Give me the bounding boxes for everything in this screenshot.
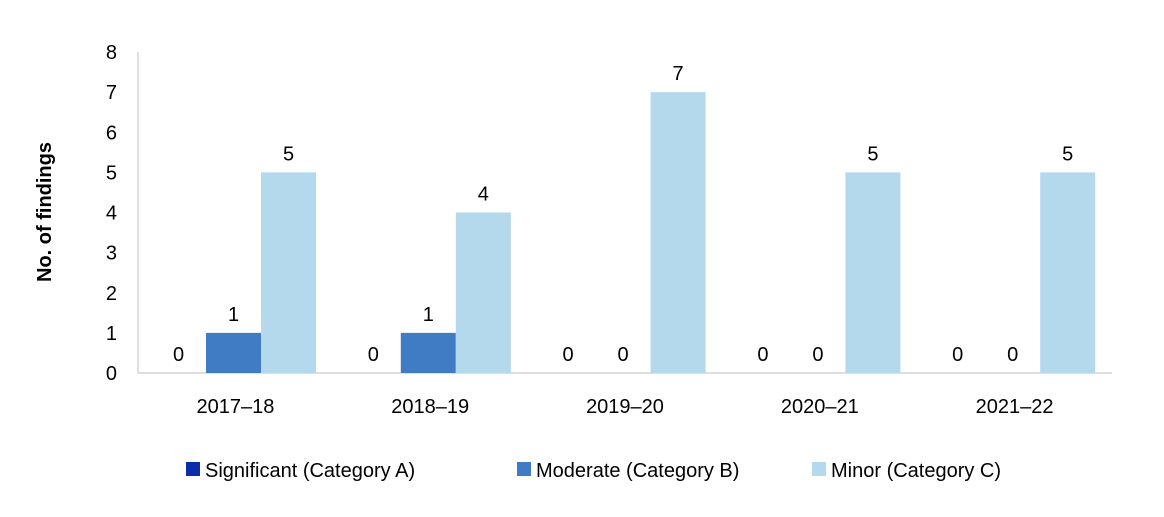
bar [455, 212, 511, 373]
data-label: 0 [812, 344, 823, 366]
y-tick-label: 3 [106, 243, 117, 265]
data-label: 5 [867, 143, 878, 165]
data-label: 1 [423, 304, 434, 326]
x-tick-label: 2018–19 [391, 396, 469, 418]
legend-swatch [517, 462, 531, 476]
y-tick-label: 5 [106, 162, 117, 184]
x-tick-label: 2020–21 [781, 396, 859, 418]
bar [261, 172, 316, 373]
legend-label: Moderate (Category B) [536, 460, 739, 482]
bar [400, 332, 456, 373]
bar [650, 92, 706, 373]
data-label: 0 [368, 344, 379, 366]
data-label: 0 [757, 344, 768, 366]
bars [206, 92, 1096, 373]
data-label: 1 [228, 304, 239, 326]
data-label: 0 [952, 344, 963, 366]
legend-label: Significant (Category A) [205, 460, 415, 482]
legend-label: Minor (Category C) [831, 460, 1001, 482]
bar [845, 172, 901, 373]
y-tick-label: 6 [106, 122, 117, 144]
bar [1040, 172, 1096, 373]
data-label: 7 [673, 63, 684, 85]
y-tick-label: 0 [106, 363, 117, 385]
y-tick-label: 1 [106, 323, 117, 345]
legend-swatch [812, 462, 826, 476]
data-label: 4 [478, 184, 489, 206]
data-label: 5 [1062, 143, 1073, 165]
x-tick-label: 2019–20 [586, 396, 664, 418]
data-label: 0 [173, 344, 184, 366]
y-tick-label: 7 [106, 82, 117, 104]
x-axis-ticks: 2017–18 2018–19 2019–20 2020–21 2021–22 [196, 396, 1053, 418]
data-label: 0 [563, 344, 574, 366]
bar [206, 332, 261, 373]
y-axis-label: No. of findings [34, 142, 56, 282]
data-label: 0 [1007, 344, 1018, 366]
legend: Significant (Category A) Moderate (Catego… [186, 460, 1001, 482]
x-tick-label: 2021–22 [976, 396, 1054, 418]
legend-swatch [186, 462, 200, 476]
y-axis-ticks: 0 1 2 3 4 5 6 7 8 [106, 42, 117, 385]
data-labels: 0 1 5 0 1 4 0 0 7 0 0 5 0 0 5 [173, 63, 1073, 366]
data-label: 5 [283, 143, 294, 165]
y-tick-label: 4 [106, 203, 117, 225]
x-tick-label: 2017–18 [196, 396, 274, 418]
y-tick-label: 8 [106, 42, 117, 64]
data-label: 0 [618, 344, 629, 366]
y-tick-label: 2 [106, 283, 117, 305]
